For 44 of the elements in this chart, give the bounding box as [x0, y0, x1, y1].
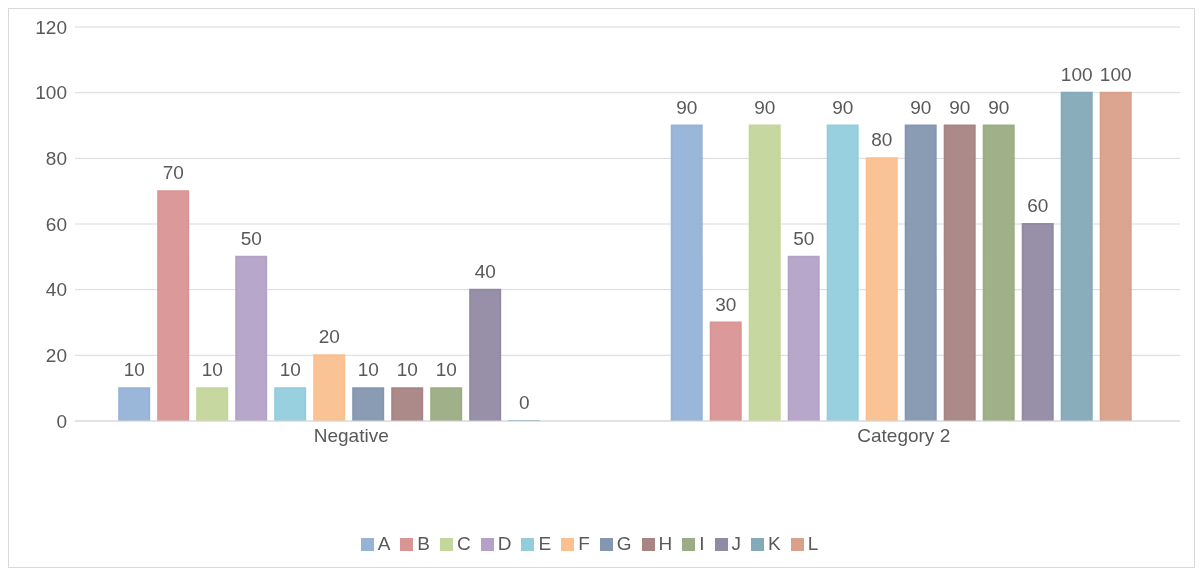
legend-label: E — [538, 533, 552, 554]
data-label: 10 — [396, 359, 418, 381]
y-tick-label: 0 — [56, 410, 67, 432]
data-label: 40 — [474, 260, 496, 282]
data-label: 90 — [676, 96, 698, 118]
legend-label: B — [417, 533, 431, 554]
data-label: 90 — [754, 96, 776, 118]
y-tick-label: 100 — [35, 82, 67, 104]
data-label: 80 — [871, 129, 893, 151]
data-label: 90 — [910, 96, 932, 118]
data-label: 90 — [832, 96, 854, 118]
y-tick-label: 80 — [45, 148, 67, 170]
data-label: 60 — [1027, 195, 1049, 216]
legend-label: D — [497, 533, 512, 554]
data-label: 10 — [123, 359, 145, 381]
y-tick-label: 40 — [45, 279, 67, 301]
data-label: 10 — [357, 359, 379, 381]
data-label: 100 — [1099, 63, 1132, 85]
y-tick-label: 20 — [45, 345, 67, 367]
legend-label: C — [457, 533, 471, 554]
data-label: 10 — [435, 359, 457, 381]
legend-label: L — [807, 533, 819, 554]
y-tick-label: 120 — [35, 16, 67, 38]
data-label: 0 — [518, 391, 530, 413]
y-tick-label: 60 — [45, 213, 67, 235]
legend-label: F — [578, 533, 590, 554]
legend-label: G — [616, 533, 632, 554]
legend-label: J — [731, 533, 742, 554]
data-label: 50 — [240, 227, 262, 249]
legend-label: K — [768, 533, 781, 554]
legend-label: A — [377, 533, 391, 554]
data-label: 10 — [201, 359, 223, 381]
data-label: 90 — [988, 96, 1010, 118]
data-label: 100 — [1060, 63, 1093, 85]
data-label: 30 — [715, 293, 737, 315]
x-tick-label: Negative — [313, 425, 389, 447]
legend-label: I — [699, 533, 705, 554]
data-label: 90 — [949, 96, 971, 118]
data-label: 20 — [318, 326, 340, 348]
data-label: 50 — [793, 227, 815, 249]
data-label: 10 — [279, 359, 301, 381]
x-tick-label: Category 2 — [857, 425, 951, 447]
data-label: 70 — [162, 162, 184, 184]
legend-label: H — [658, 533, 673, 554]
